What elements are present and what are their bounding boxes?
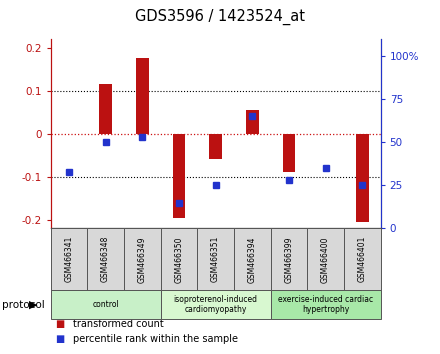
Text: GSM466351: GSM466351 <box>211 236 220 282</box>
Bar <box>172 133 185 218</box>
Text: GSM466350: GSM466350 <box>174 236 183 282</box>
Text: ■: ■ <box>55 334 64 344</box>
Bar <box>282 133 295 172</box>
Text: transformed count: transformed count <box>73 319 163 329</box>
Text: exercise-induced cardiac
hypertrophy: exercise-induced cardiac hypertrophy <box>278 295 373 314</box>
Text: ■: ■ <box>55 319 64 329</box>
Text: GSM466394: GSM466394 <box>248 236 257 282</box>
Text: isoproterenol-induced
cardiomyopathy: isoproterenol-induced cardiomyopathy <box>174 295 257 314</box>
Bar <box>136 58 149 133</box>
Text: control: control <box>92 300 119 309</box>
Bar <box>99 84 112 133</box>
Bar <box>209 133 222 159</box>
Text: ▶: ▶ <box>29 300 37 310</box>
Text: GSM466341: GSM466341 <box>64 236 73 282</box>
Text: percentile rank within the sample: percentile rank within the sample <box>73 334 238 344</box>
Text: GSM466348: GSM466348 <box>101 236 110 282</box>
Text: GDS3596 / 1423524_at: GDS3596 / 1423524_at <box>135 9 305 25</box>
Text: GSM466400: GSM466400 <box>321 236 330 282</box>
Text: protocol: protocol <box>2 300 45 310</box>
Bar <box>246 110 259 133</box>
Bar <box>356 133 369 222</box>
Text: GSM466399: GSM466399 <box>284 236 293 282</box>
Text: GSM466349: GSM466349 <box>138 236 147 282</box>
Text: GSM466401: GSM466401 <box>358 236 367 282</box>
